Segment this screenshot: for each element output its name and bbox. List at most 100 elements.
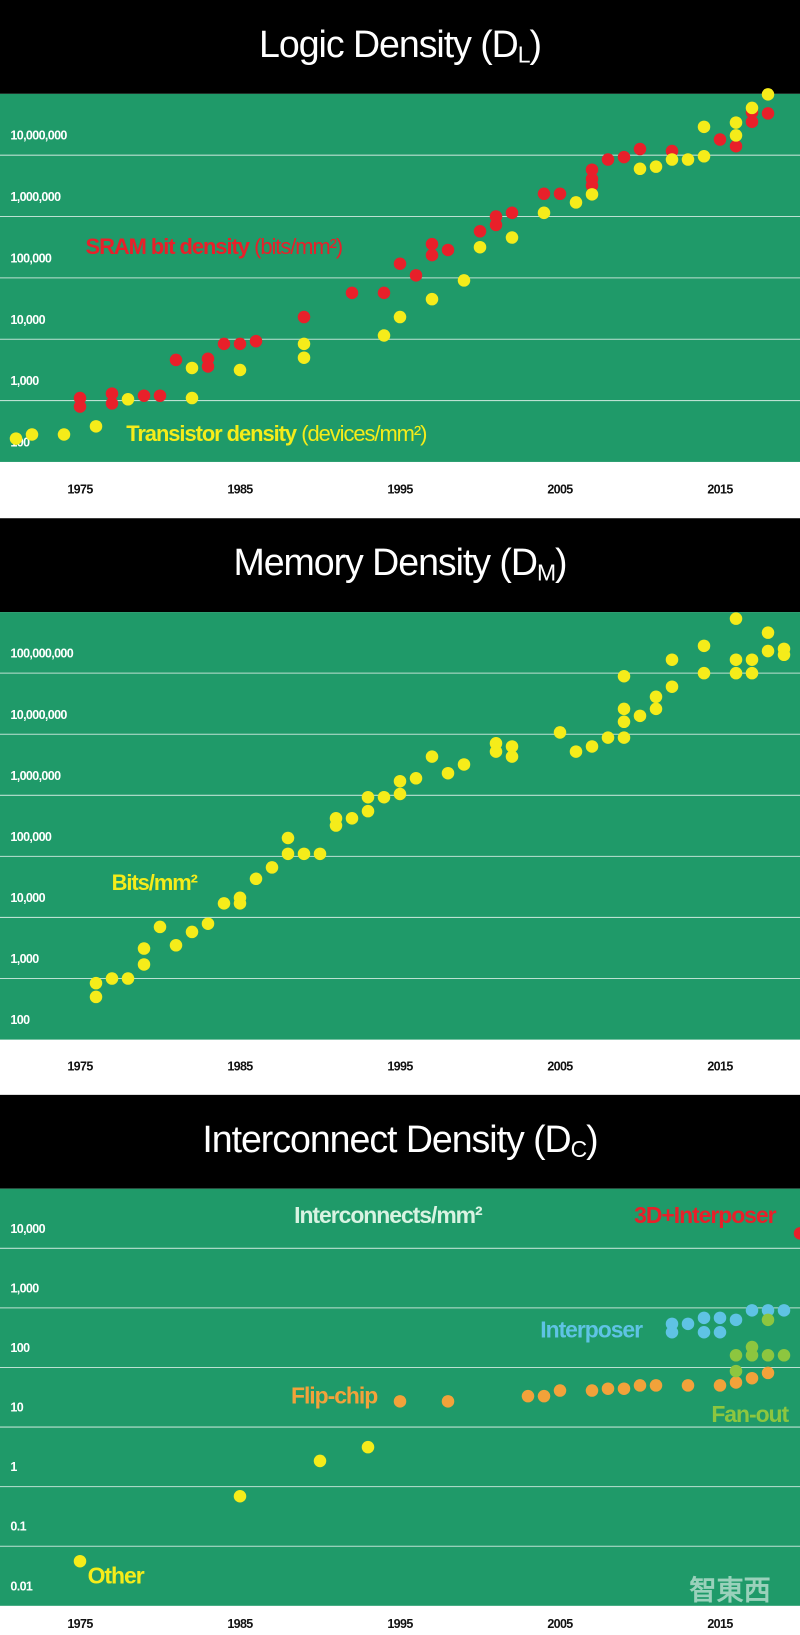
data-point xyxy=(409,772,423,785)
data-point xyxy=(649,702,663,716)
title-band xyxy=(0,1094,800,1189)
x-tick-label: 1995 xyxy=(387,482,413,496)
data-point xyxy=(761,1366,775,1380)
data-point xyxy=(297,847,311,861)
series-label: Fan-out xyxy=(711,1401,789,1427)
watermark: 智東西 xyxy=(689,1574,770,1605)
series-unit: (bits/mm²) xyxy=(254,234,342,259)
data-point xyxy=(313,847,327,861)
data-point xyxy=(505,740,519,753)
data-point xyxy=(633,709,647,723)
x-tick-label: 1985 xyxy=(227,482,253,496)
data-point xyxy=(105,397,119,410)
data-point xyxy=(681,1379,695,1392)
data-point xyxy=(665,680,679,693)
data-point xyxy=(521,1389,535,1403)
data-point xyxy=(537,206,551,220)
y-tick-label: 1,000,000 xyxy=(10,769,61,783)
data-point xyxy=(729,116,743,129)
data-point xyxy=(25,428,39,441)
data-point xyxy=(553,187,567,201)
y-tick-label: 1,000 xyxy=(10,1281,39,1295)
data-point xyxy=(761,1304,775,1317)
title-band xyxy=(0,518,800,613)
data-point xyxy=(441,1395,455,1408)
data-point xyxy=(89,976,103,990)
data-point xyxy=(729,653,743,666)
data-point xyxy=(633,142,647,156)
x-tick-label: 2005 xyxy=(547,1060,573,1074)
data-point xyxy=(745,101,759,115)
data-point xyxy=(697,150,711,163)
y-tick-label: 100,000 xyxy=(10,251,51,265)
data-point xyxy=(121,393,135,406)
data-point xyxy=(345,286,359,300)
data-point xyxy=(297,351,311,364)
data-point xyxy=(345,812,359,825)
data-point xyxy=(393,787,407,801)
series-label: Transistor density (devices/mm²) xyxy=(126,421,426,446)
title-subscript: C xyxy=(571,1136,587,1162)
data-point xyxy=(441,243,455,257)
data-point xyxy=(745,653,759,666)
data-point xyxy=(265,861,279,874)
data-point xyxy=(729,139,743,153)
data-point xyxy=(393,1395,407,1408)
series-name: SRAM bit density xyxy=(86,234,251,259)
data-point xyxy=(729,666,743,680)
data-point xyxy=(617,150,631,164)
data-point xyxy=(185,925,199,939)
data-point xyxy=(425,292,439,306)
x-tick-label: 1975 xyxy=(67,1060,93,1074)
data-point xyxy=(393,257,407,271)
data-point xyxy=(601,731,615,744)
data-point xyxy=(361,804,375,818)
x-tick-label: 1975 xyxy=(67,1617,93,1631)
data-point xyxy=(729,612,743,625)
data-point xyxy=(233,1489,247,1503)
series-name: Transistor density xyxy=(126,421,298,446)
x-tick-label: 2005 xyxy=(547,1617,573,1631)
data-point xyxy=(569,745,583,758)
y-axis-label: Interconnects/mm² xyxy=(294,1202,483,1228)
data-point xyxy=(329,819,343,832)
data-point xyxy=(297,337,311,351)
data-point xyxy=(249,334,263,348)
data-point xyxy=(201,360,215,373)
data-point xyxy=(761,1349,775,1362)
data-point xyxy=(281,847,295,861)
data-point xyxy=(393,774,407,788)
data-point xyxy=(233,897,247,910)
data-point xyxy=(425,750,439,763)
series-unit: (devices/mm²) xyxy=(301,421,426,446)
data-point xyxy=(537,187,551,201)
data-point xyxy=(697,1325,711,1339)
y-tick-label: 100 xyxy=(10,1013,30,1027)
x-tick-label: 2015 xyxy=(707,482,733,496)
data-point xyxy=(729,1364,743,1378)
data-point xyxy=(425,248,439,262)
data-point xyxy=(361,790,375,804)
data-point xyxy=(697,1311,711,1325)
data-point xyxy=(73,1554,87,1568)
data-point xyxy=(169,353,183,367)
series-label: Interposer xyxy=(540,1317,643,1343)
series-label: 3D+Interposer xyxy=(634,1202,776,1228)
data-point xyxy=(681,153,695,166)
data-point xyxy=(617,731,631,744)
y-tick-label: 1,000,000 xyxy=(10,190,61,204)
data-point xyxy=(377,286,391,300)
y-tick-label: 0.1 xyxy=(10,1520,26,1534)
y-tick-label: 0.01 xyxy=(10,1579,33,1593)
data-point xyxy=(729,1313,743,1327)
data-point xyxy=(745,666,759,680)
data-point xyxy=(185,391,199,405)
data-point xyxy=(777,1349,791,1362)
data-point xyxy=(665,653,679,666)
series-name: Bits/mm² xyxy=(112,870,198,895)
data-point xyxy=(601,1382,615,1395)
data-point xyxy=(233,337,247,351)
data-point xyxy=(729,1349,743,1362)
data-point xyxy=(649,690,663,704)
